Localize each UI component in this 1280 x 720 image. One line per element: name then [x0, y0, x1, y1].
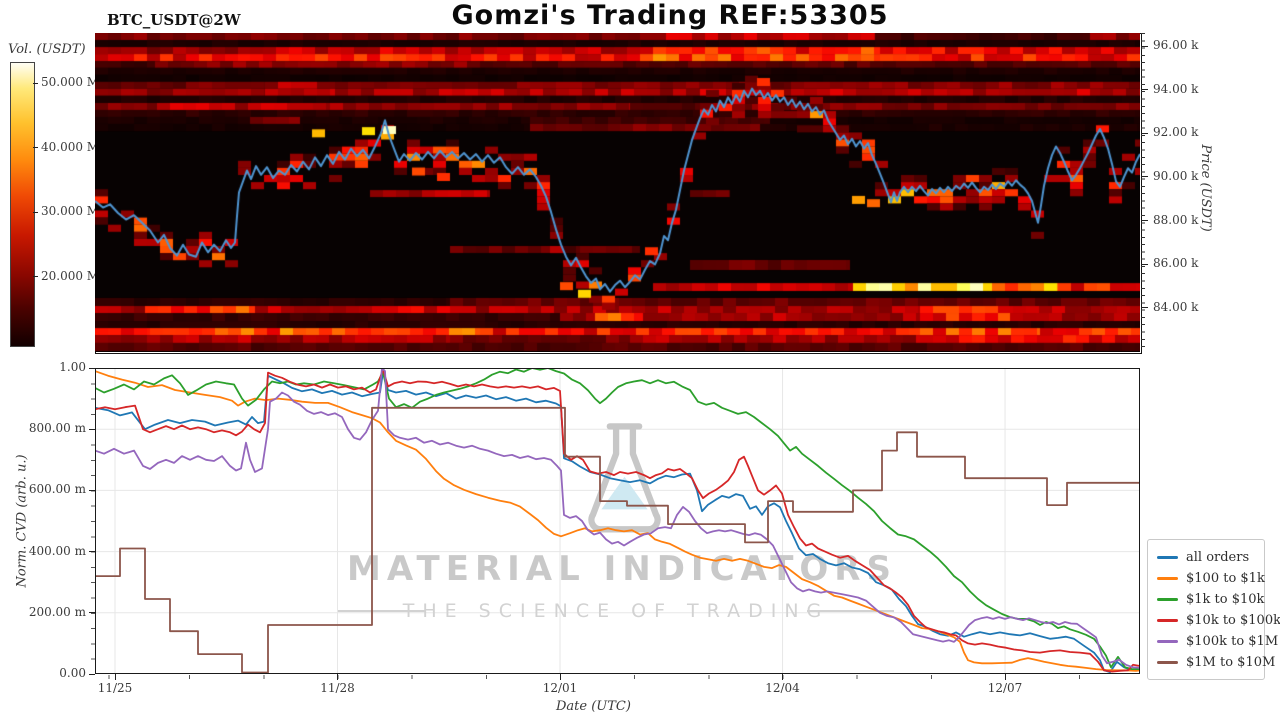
watermark-line1: MATERIAL INDICATORS [347, 549, 897, 589]
price-tick [1141, 89, 1148, 91]
colorbar-tick [33, 211, 38, 213]
colorbar-title: Vol. (USDT) [8, 42, 86, 57]
cvd-y-tick-label: 200.00 m [28, 604, 86, 619]
cvd-x-tick [782, 674, 784, 680]
cvd-y-tick-label: 600.00 m [28, 482, 86, 497]
price-tick-label: 90.00 k [1153, 168, 1199, 183]
colorbar-tick [33, 147, 38, 148]
cvd-y-tick-label: 0.00 [59, 666, 86, 680]
series-all-orders [94, 370, 1141, 674]
price-tick-label: 96.00 k [1153, 38, 1199, 52]
cvd-y-tick [89, 428, 95, 430]
cvd-x-minor-ticks [95, 675, 1140, 679]
colorbar-tick-label: 50.000 M [41, 75, 100, 89]
legend-item[interactable]: all orders [1157, 547, 1256, 568]
price-tick-label: 88.00 k [1153, 212, 1199, 227]
price-axis-title: Price (USDT) [1198, 144, 1213, 232]
cvd-y-tick-label: 1.00 [59, 360, 86, 374]
legend-item[interactable]: $100 to $1k [1157, 568, 1265, 589]
legend-item[interactable]: $1M to $10M [1157, 652, 1275, 673]
colorbar-tick [33, 82, 38, 84]
cvd-y-axis-title: Norm. CVD (arb. u.) [14, 454, 30, 588]
cvd-x-tick [337, 674, 338, 680]
watermark-line2: THE SCIENCE OF TRADING [402, 600, 830, 622]
legend-label: $10k to $100k [1186, 613, 1280, 628]
legend-swatch-icon [1157, 556, 1178, 559]
cvd-x-tick-label: 12/01 [542, 681, 578, 695]
cvd-x-tick-label: 11/28 [320, 681, 355, 695]
cvd-y-tick-label: 800.00 m [28, 421, 86, 436]
legend: all orders $100 to $1k $1k to $10k $10k to … [1147, 539, 1280, 680]
price-tick-label: 92.00 k [1153, 125, 1199, 140]
watermark: MATERIAL INDICATORS THE SCIENCE OF TRADIN… [338, 423, 897, 622]
cvd-x-tick [559, 674, 561, 680]
series--10k-to-100k [94, 368, 1141, 673]
legend-swatch-icon [1157, 577, 1178, 580]
cvd-y-tick [89, 612, 95, 614]
cvd-x-tick-label: 12/07 [987, 681, 1023, 695]
cvd-chart: MATERIAL INDICATORS THE SCIENCE OF TRADIN… [94, 367, 1141, 674]
price-tick-label: 84.00 k [1153, 299, 1199, 314]
colorbar-tick-label: 20.000 M [41, 268, 100, 283]
price-tick-label: 86.00 k [1153, 256, 1199, 271]
price-tick [1141, 176, 1148, 178]
price-tick [1141, 132, 1148, 134]
price-tick [1141, 220, 1148, 222]
page-title: Gomzi's Trading REF:53305 [451, 0, 889, 31]
legend-swatch-icon [1157, 619, 1178, 622]
legend-item[interactable]: $100k to $1M [1157, 631, 1278, 652]
cvd-chart-svg: MATERIAL INDICATORS THE SCIENCE OF TRADIN… [94, 367, 1141, 674]
series--1m-to-10m [95, 406, 1140, 674]
legend-label: $100 to $1k [1186, 571, 1265, 586]
cvd-y-tick [89, 551, 95, 553]
legend-label: all orders [1186, 550, 1250, 565]
date-axis-title: Date (UTC) [556, 699, 631, 714]
legend-item[interactable]: $1k to $10k [1157, 589, 1264, 610]
price-tick-label: 94.00 k [1153, 81, 1199, 96]
series--100k-to-1m [94, 367, 1141, 669]
colorbar-tick [33, 276, 38, 277]
price-tick [1141, 45, 1148, 47]
cvd-x-tick-label: 11/25 [97, 681, 133, 695]
cvd-x-tick [1004, 674, 1006, 680]
legend-label: $1k to $10k [1186, 592, 1265, 607]
liquidity-heatmap-canvas [95, 33, 1140, 352]
legend-swatch-icon [1157, 598, 1178, 601]
cvd-y-tick [89, 489, 95, 491]
legend-swatch-icon [1157, 640, 1178, 643]
cvd-x-tick [114, 674, 116, 680]
price-tick [1141, 307, 1148, 309]
cvd-y-tick [89, 367, 95, 369]
cvd-y-tick-label: 400.00 m [28, 543, 86, 558]
volume-colorbar [10, 62, 35, 347]
series--1k-to-10k [94, 367, 1140, 670]
colorbar-tick-label: 40.000 M [41, 139, 100, 154]
symbol-title: BTC_USDT@2W [107, 11, 241, 29]
legend-item[interactable]: $10k to $100k [1157, 610, 1280, 631]
series--100-to-1k [94, 370, 1141, 672]
legend-label: $100k to $1M [1186, 634, 1279, 649]
price-axis-minor-ticks [1141, 33, 1145, 352]
legend-label: $1M to $10M [1186, 655, 1276, 670]
legend-swatch-icon [1157, 661, 1178, 664]
colorbar-tick-label: 30.000 M [41, 204, 100, 218]
price-tick [1141, 263, 1148, 265]
cvd-y-minor-ticks [91, 368, 95, 674]
cvd-x-tick-label: 12/04 [765, 681, 800, 695]
cvd-y-tick [89, 673, 95, 675]
